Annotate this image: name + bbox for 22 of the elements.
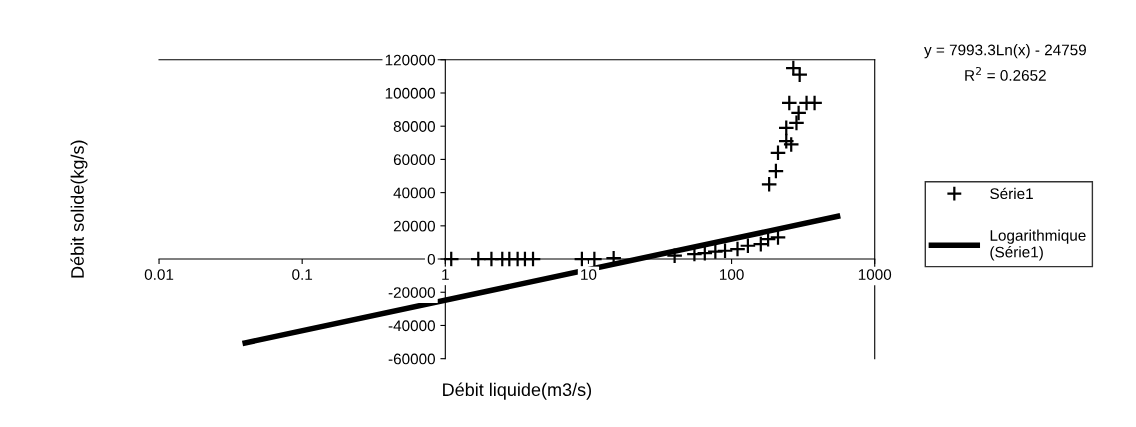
- y-tick-label: 100000: [385, 87, 435, 99]
- x-tick-label: 10: [581, 269, 597, 280]
- x-tick-label: 1: [442, 269, 449, 280]
- x-tick-label: 1000: [858, 269, 892, 280]
- y-tick-label: -20000: [388, 287, 435, 298]
- x-tick-label: 0.1: [292, 269, 313, 280]
- x-tick-label: 0.01: [144, 269, 174, 280]
- y-tick-label: 60000: [393, 154, 435, 166]
- y-tick-label: -60000: [388, 353, 435, 365]
- y-tick-label: 120000: [385, 54, 435, 66]
- y-tick-label: 80000: [393, 121, 435, 132]
- legend-label: Série1: [990, 187, 1033, 200]
- y-axis-title: Débit solide(kg/s): [70, 140, 88, 278]
- legend-label: Logarithmique (Série1): [990, 229, 1086, 261]
- x-axis-title: Débit liquide(m3/s): [443, 382, 592, 400]
- y-tick-label: 20000: [393, 220, 435, 232]
- y-tick-label: -40000: [388, 320, 435, 332]
- text: y = 7993.3Ln(x) - 24759: [924, 44, 1086, 59]
- text: R$^{2}$ = 0.2652: [965, 66, 1046, 81]
- y-tick-label: 40000: [393, 187, 435, 199]
- x-tick-label: 100: [720, 269, 744, 280]
- y-tick-label: 0: [427, 253, 435, 265]
